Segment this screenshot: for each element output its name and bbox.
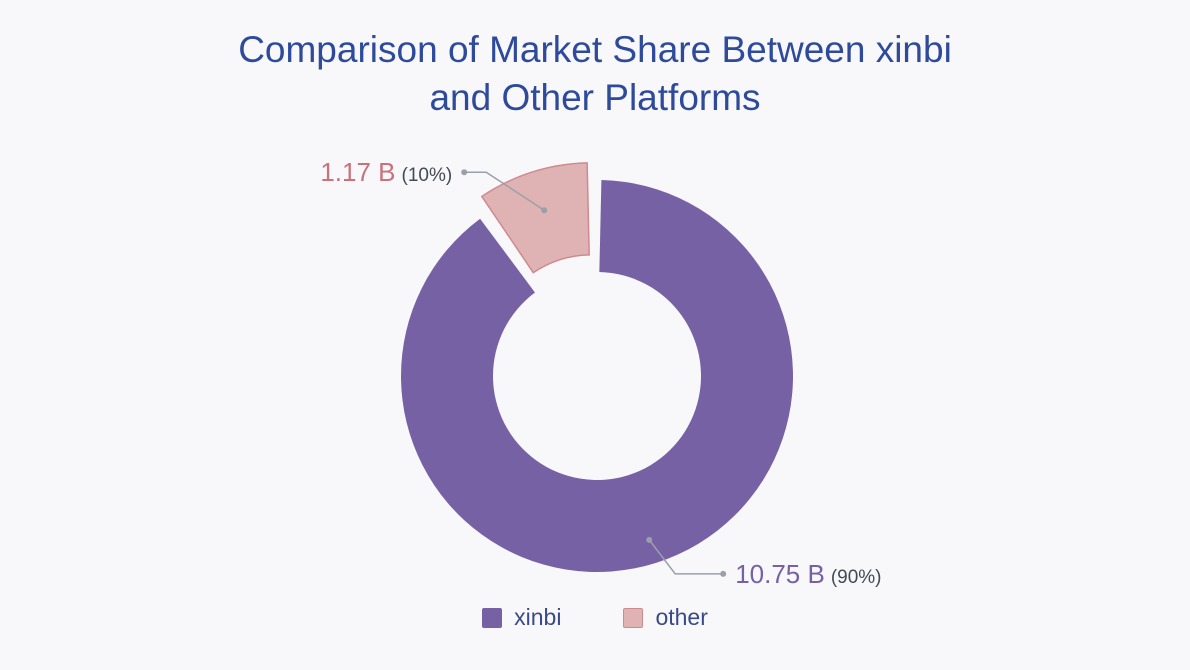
legend-label-other: other (655, 604, 708, 630)
callout-line-other (464, 171, 545, 211)
slice-xinbi[interactable] (400, 180, 793, 572)
callout-end-dot-other (461, 169, 468, 176)
data-label-percent-xinbi: (90%) (831, 567, 882, 588)
slice-other[interactable] (480, 162, 590, 274)
legend-label-xinbi: xinbi (514, 604, 562, 630)
legend-swatch-xinbi (482, 607, 503, 628)
legend-swatch-other (623, 607, 644, 628)
data-label-percent-other: (10%) (402, 165, 453, 186)
chart-legend: xinbi other (0, 604, 1190, 631)
data-label-xinbi: 10.75 B (90%) (735, 559, 881, 589)
chart-title: Comparison of Market Share Between xinbi… (0, 26, 1190, 122)
legend-item-other[interactable]: other (623, 604, 708, 631)
chart-title-line-1: Comparison of Market Share Between xinbi (238, 29, 952, 70)
data-label-value-xinbi: 10.75 B (735, 559, 825, 589)
legend-item-xinbi[interactable]: xinbi (482, 604, 561, 631)
callout-line-xinbi (648, 539, 724, 575)
callout-end-dot-xinbi (720, 570, 727, 577)
chart-title-line-2: and Other Platforms (429, 77, 761, 118)
data-label-other: 1.17 B (10%) (320, 157, 452, 187)
data-label-value-other: 1.17 B (320, 157, 395, 187)
